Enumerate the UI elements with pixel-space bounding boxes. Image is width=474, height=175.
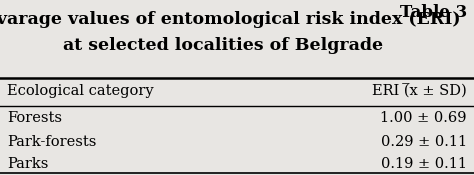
Text: 1.00 ± 0.69: 1.00 ± 0.69 — [381, 111, 467, 125]
Text: 0.29 ± 0.11: 0.29 ± 0.11 — [381, 135, 467, 149]
Text: at selected localities of Belgrade: at selected localities of Belgrade — [63, 37, 383, 54]
Text: Table 3: Table 3 — [400, 4, 467, 21]
Text: Avarage values of entomological risk index (ERI): Avarage values of entomological risk ind… — [0, 11, 461, 28]
Text: 0.19 ± 0.11: 0.19 ± 0.11 — [381, 158, 467, 172]
Text: Park-forests: Park-forests — [7, 135, 97, 149]
Text: Forests: Forests — [7, 111, 62, 125]
Text: ERI (̅x ± SD): ERI (̅x ± SD) — [372, 84, 467, 98]
Text: Ecological category: Ecological category — [7, 84, 154, 98]
Text: Parks: Parks — [7, 158, 48, 172]
